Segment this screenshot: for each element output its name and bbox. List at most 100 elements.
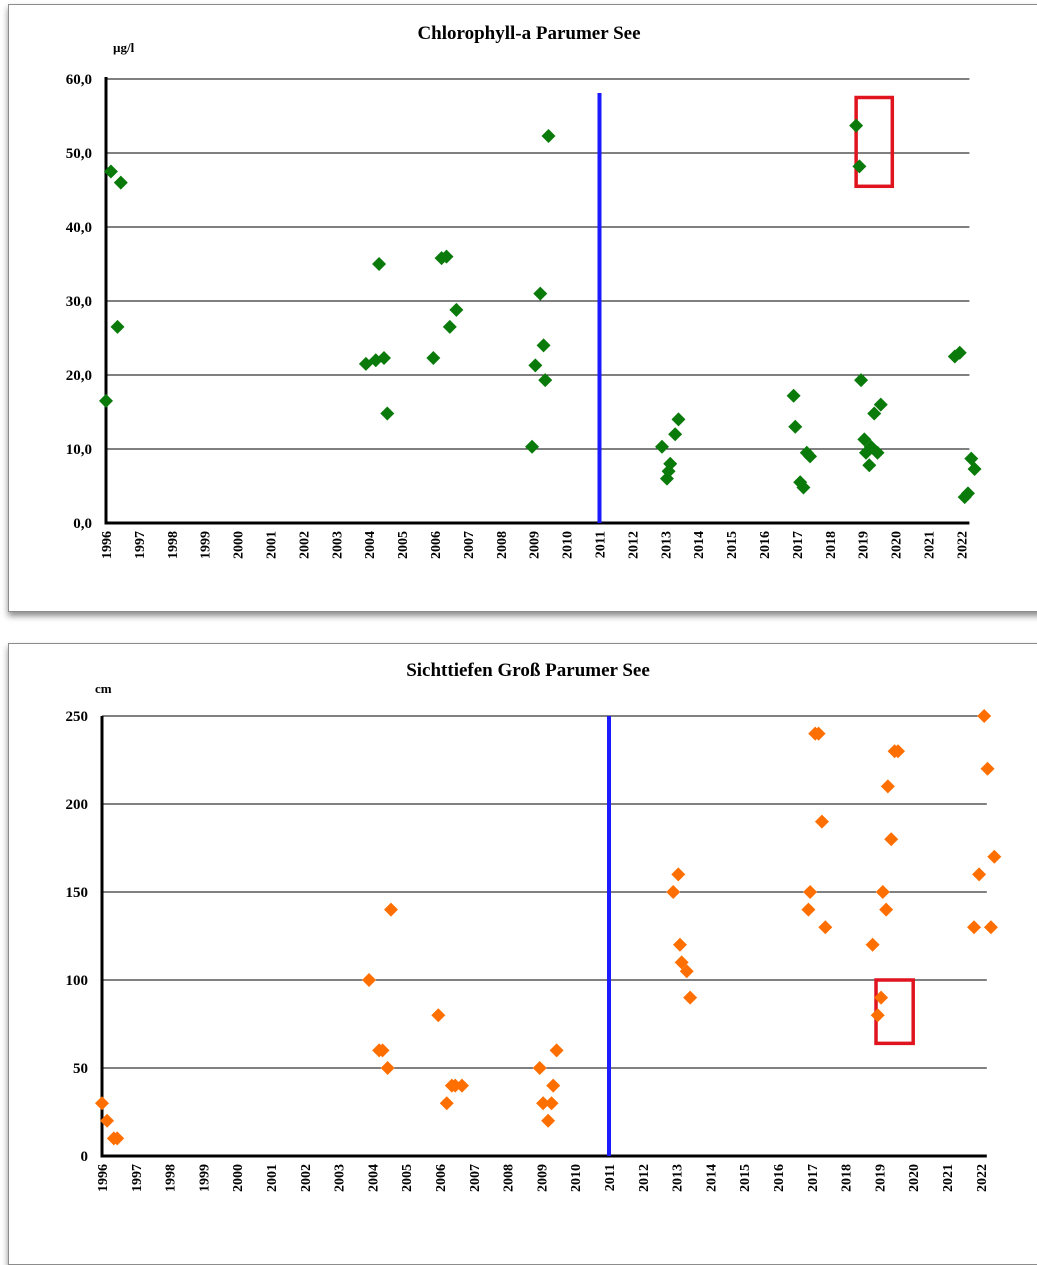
x-tick-label: 2001 [265,531,280,559]
data-point [99,393,113,408]
data-point [679,964,694,979]
y-tick-label: 10,0 [66,442,92,458]
x-tick-label: 2016 [758,531,773,559]
data-point [442,319,457,334]
x-tick-label: 1999 [199,531,214,559]
x-tick-label: 2003 [333,1164,348,1192]
data-point [980,761,995,776]
data-point [528,358,543,373]
x-tick-label: 2011 [603,1164,618,1191]
data-point [426,350,441,365]
data-point [380,1061,395,1075]
data-point [811,726,826,741]
x-tick-label: 2019 [873,1164,888,1192]
data-point [870,445,885,460]
x-tick-label: 2018 [824,531,839,559]
highlight-box [854,95,895,189]
data-point [960,486,975,501]
data-point [672,937,687,952]
data-point [786,388,801,403]
y-tick-label: 0,0 [73,516,92,532]
data-point [796,480,811,495]
x-tick-label: 2021 [941,1164,956,1192]
y-axis-unit-label: µg/l [113,40,135,55]
data-point [380,406,395,421]
data-point [788,419,803,434]
data-point [874,990,889,1005]
chlorophyll-chart-panel: Chlorophyll-a Parumer See µg/l 0,0 10,0 20,0… [8,4,1037,612]
data-point [544,1096,559,1111]
y-tick-label: 50 [73,1061,88,1077]
y-tick-label: 100 [66,973,89,989]
x-tick-label: 1998 [166,531,181,559]
data-point [375,1043,390,1058]
secchi-depth-chart-panel: Sichttiefen Groß Parumer See cm 0 50 100 150 2… [8,643,1037,1265]
x-tick-label: 2006 [434,1164,449,1192]
chart-title: Sichttiefen Groß Parumer See [406,660,650,681]
y-tick-label: 200 [66,797,89,813]
data-point [549,1043,564,1058]
data-point [454,1078,469,1093]
data-point [439,1096,454,1111]
y-tick-label: 0 [81,1149,89,1165]
y-tick-label: 150 [66,885,89,901]
x-tick-label: 1996 [96,1164,111,1192]
data-point [532,1061,547,1075]
data-point [880,779,895,794]
x-tick-label: 2002 [297,531,312,559]
data-point [862,458,877,473]
data-point [801,902,816,917]
x-tick-label: 2010 [569,1164,584,1192]
x-tick-label: 2013 [659,531,674,559]
data-point [674,955,689,970]
y-tick-label: 20,0 [66,368,92,384]
x-tick-label: 2007 [462,531,477,559]
data-point [95,1096,109,1111]
data-point [890,744,905,759]
x-tick-label: 2017 [806,1164,821,1192]
x-tick-label: 2015 [725,531,740,559]
data-point [952,345,967,360]
data-point [103,164,118,179]
data-point [671,412,686,427]
y-tick-label: 30,0 [66,294,92,310]
x-tick-label: 2008 [502,1164,517,1192]
data-point [546,1078,561,1093]
data-point [449,302,464,317]
chlorophyll-chart: Chlorophyll-a Parumer See µg/l 0,0 10,0 20,0… [66,23,982,559]
x-tick-label: 2001 [265,1164,280,1192]
x-tick-label: 1996 [100,531,115,559]
data-point [668,427,683,442]
x-tick-label: 2020 [890,531,905,559]
data-point [803,449,818,464]
x-tick-label: 2003 [330,531,345,559]
data-point [541,128,556,143]
data-point [977,709,992,723]
x-tick-label: 2017 [791,531,806,559]
x-tick-label: 2012 [626,531,641,559]
data-point [814,814,829,829]
x-tick-label: 1998 [164,1164,179,1192]
x-tick-label: 2005 [400,1164,415,1192]
x-tick-label: 2005 [396,531,411,559]
data-point [439,249,454,264]
data-point [110,319,125,334]
data-point [671,867,686,882]
data-point [372,257,387,271]
data-point [873,397,888,412]
x-tick-label: 2004 [363,531,378,559]
data-point [972,867,987,882]
x-tick-label: 1997 [133,531,148,559]
x-tick-label: 2000 [232,531,247,559]
data-point [865,937,880,952]
secchi-depth-chart: Sichttiefen Groß Parumer See cm 0 50 100 150 2… [66,660,1002,1192]
x-tick-label: 2012 [637,1164,652,1192]
x-tick-label: 2014 [692,531,707,559]
x-tick-label: 2002 [299,1164,314,1192]
chart-title: Chlorophyll-a Parumer See [417,23,640,44]
x-tick-label: 2000 [231,1164,246,1192]
data-point [867,406,882,421]
data-point [854,373,869,388]
data-point [663,456,678,471]
x-tick-label: 2022 [955,531,970,559]
